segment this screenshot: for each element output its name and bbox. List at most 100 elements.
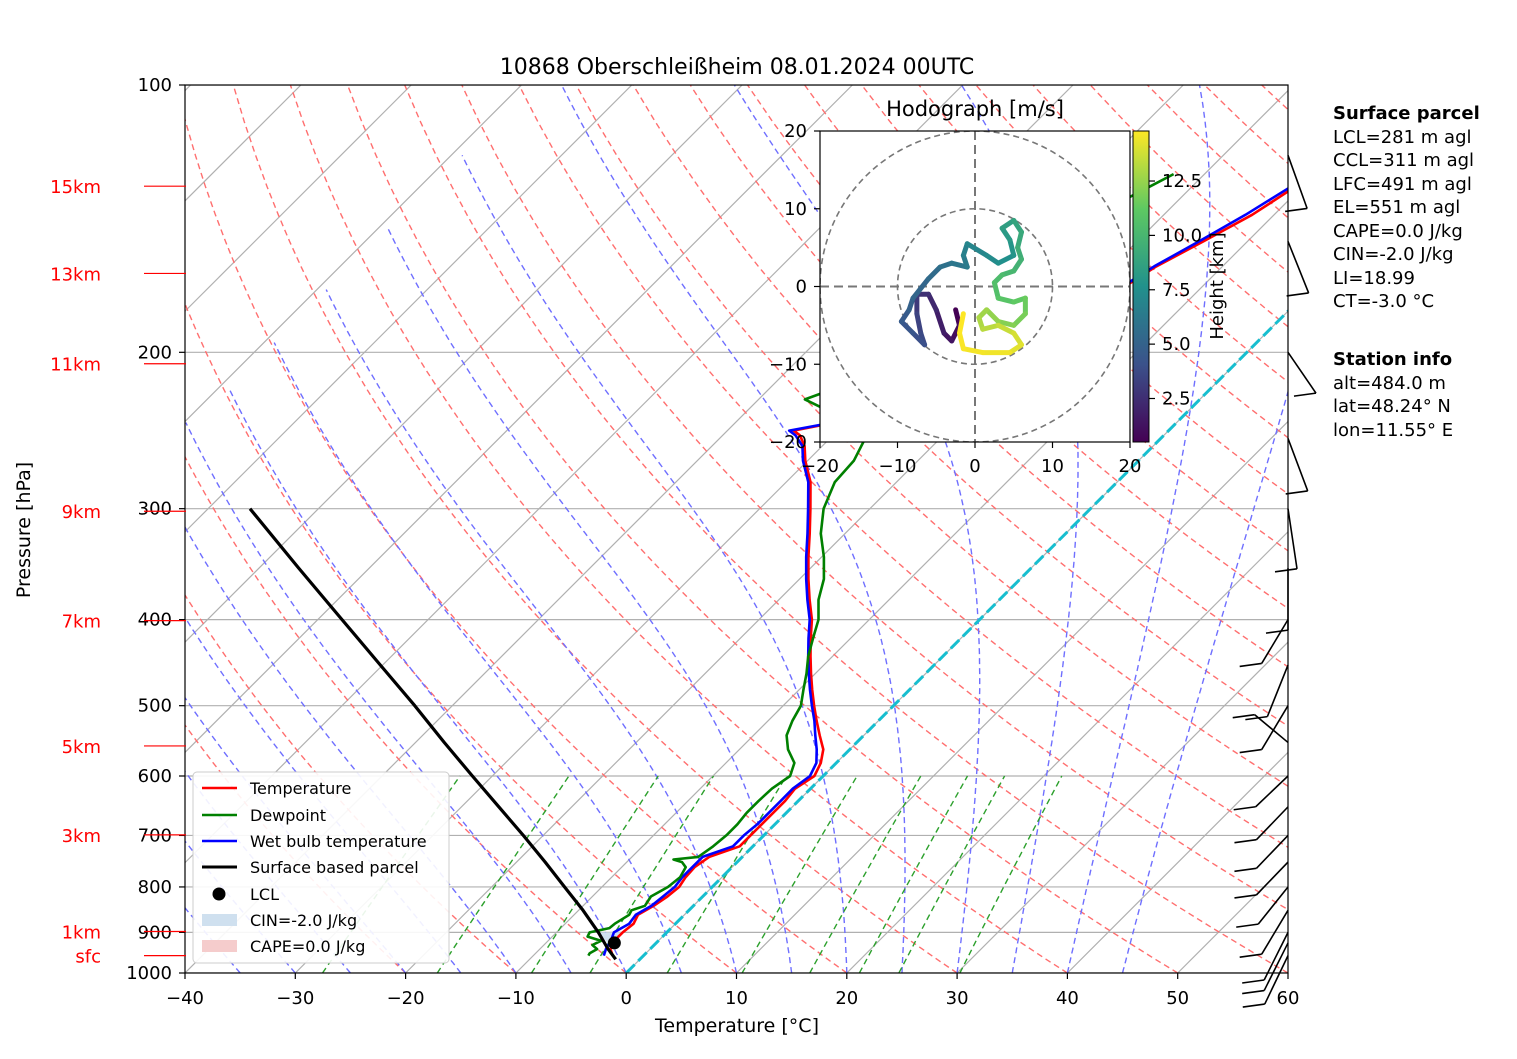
hodograph-segment — [960, 346, 986, 356]
hodograph-x-tick-label: −10 — [879, 456, 917, 477]
y-tick-label: 800 — [138, 877, 172, 898]
parcel-el: EL=551 m agl — [1333, 197, 1461, 218]
wind-barb-flag — [1245, 715, 1268, 721]
dry-adiabat-line — [185, 301, 737, 973]
y-tick-label: 500 — [138, 696, 172, 717]
hodograph-inset: Hodograph [m/s] −20 −10 0 10 20 20 10 0 −10 −20 2… — [769, 97, 1228, 477]
dry-adiabat-line — [185, 455, 627, 973]
legend-cin-swatch — [202, 914, 237, 926]
wind-barb-flag — [1274, 568, 1298, 573]
y-tick-label: 1000 — [126, 963, 172, 984]
hodograph-segment — [953, 307, 962, 328]
height-labels: 15km 13km 11km 9km 7km 5km 3km 1km sfc — [50, 177, 186, 968]
legend-cin-label: CIN=-2.0 J/kg — [250, 911, 357, 930]
wind-barb-flag — [1234, 894, 1257, 899]
y-tick-label: 900 — [138, 922, 172, 943]
y-tick-label: 100 — [138, 75, 172, 96]
wind-barb — [1264, 955, 1289, 1005]
isotherm-line — [1066, 751, 1288, 973]
isotherm-line — [185, 85, 522, 423]
hodograph-segment — [957, 311, 966, 336]
isotherm-line — [185, 85, 743, 643]
hodograph-segment — [933, 307, 947, 336]
x-tick-label: 30 — [946, 988, 969, 1009]
x-tick-label: −30 — [276, 988, 314, 1009]
lcl-marker — [607, 936, 621, 950]
mixing-ratio-line — [530, 775, 659, 973]
height-label: 9km — [62, 502, 101, 523]
legend-dewpoint-label: Dewpoint — [250, 806, 326, 825]
wind-barb-flag — [1242, 989, 1265, 995]
hodograph-segment — [995, 322, 1017, 336]
x-axis-label: Temperature [°C] — [654, 1015, 819, 1037]
hodograph-segment — [995, 318, 1017, 328]
parcel-cape: CAPE=0.0 J/kg — [1333, 220, 1463, 242]
wind-barb — [1255, 775, 1289, 808]
hodograph-x-tick-label: 10 — [1041, 456, 1064, 477]
hodograph-segment — [898, 318, 916, 336]
colorbar-tick-label: 12.5 — [1162, 171, 1202, 192]
legend: Temperature Dewpoint Wet bulb temperatur… — [192, 771, 450, 964]
wind-barb-flag — [1239, 953, 1262, 958]
height-label: 5km — [62, 737, 101, 758]
dry-adiabat-line — [185, 723, 407, 973]
hodograph-segment — [964, 241, 990, 258]
wind-barb-flag — [1236, 923, 1259, 928]
wind-barb — [1255, 834, 1289, 869]
wind-barb-flag — [1233, 805, 1256, 811]
wind-barb — [1266, 664, 1289, 717]
wind-barb — [1287, 241, 1310, 294]
y-axis-label: Pressure [hPa] — [13, 462, 35, 598]
wind-barb-flag — [1234, 867, 1257, 873]
moist-adiabat-line — [733, 85, 981, 973]
wind-barb — [1263, 932, 1289, 981]
wind-barb — [1261, 705, 1289, 750]
x-tick-label: 20 — [835, 988, 858, 1009]
wind-barb — [1261, 619, 1289, 664]
parcel-lcl: LCL=281 m agl — [1333, 126, 1472, 148]
wind-barb-flag — [1285, 207, 1308, 213]
wind-barb — [1287, 155, 1308, 209]
hodograph-y-tick-label: −10 — [769, 354, 807, 375]
wind-barb — [1255, 806, 1289, 841]
y-tick-label: 700 — [138, 825, 172, 846]
moist-adiabat-line — [560, 85, 906, 973]
colorbar-tick-label: 2.5 — [1162, 389, 1191, 410]
x-tick-label: −10 — [497, 988, 535, 1009]
height-label: 13km — [50, 264, 101, 285]
wind-barb — [1254, 714, 1289, 744]
isotherm-line — [185, 85, 412, 313]
hodograph-segment — [991, 280, 1001, 301]
parcel-lfc: LFC=491 m agl — [1333, 173, 1472, 195]
x-tick-label: 10 — [725, 988, 748, 1009]
hodograph-x-tick-label: 0 — [969, 456, 980, 477]
dry-adiabat-line — [232, 85, 958, 973]
legend-cape-swatch — [202, 940, 237, 952]
mixing-ratio-line — [809, 775, 922, 973]
wind-barb — [1287, 508, 1298, 569]
mixing-ratio-line — [898, 775, 1006, 973]
hodograph-title: Hodograph [m/s] — [886, 97, 1064, 121]
isotherm-line — [956, 641, 1288, 973]
dry-adiabat-line — [185, 116, 848, 973]
zero-isotherm-line — [625, 309, 1288, 973]
hodograph-segment — [1015, 229, 1024, 251]
hodograph-rings — [820, 131, 1130, 442]
moist-adiabat-line — [185, 422, 572, 973]
legend-parcel-label: Surface based parcel — [250, 858, 419, 877]
height-label: sfc — [75, 947, 101, 968]
station-info-heading: Station info — [1333, 349, 1453, 370]
mixing-ratio-line — [959, 775, 1063, 973]
isotherm-line — [515, 200, 1288, 973]
x-tick-label: 40 — [1056, 988, 1079, 1009]
y-tick-label: 200 — [138, 342, 172, 363]
height-label: 15km — [50, 177, 101, 198]
surface-parcel-box: Surface parcel LCL=281 m agl CCL=311 m a… — [1333, 102, 1480, 314]
parcel-ccl: CCL=311 m agl — [1333, 150, 1475, 171]
wind-barb — [1261, 909, 1289, 955]
dry-adiabat-line — [346, 85, 1179, 973]
hodograph-ticks: −20 −10 0 10 20 20 10 0 −10 −20 — [769, 121, 1141, 477]
legend-lcl-label: LCL — [250, 885, 279, 904]
